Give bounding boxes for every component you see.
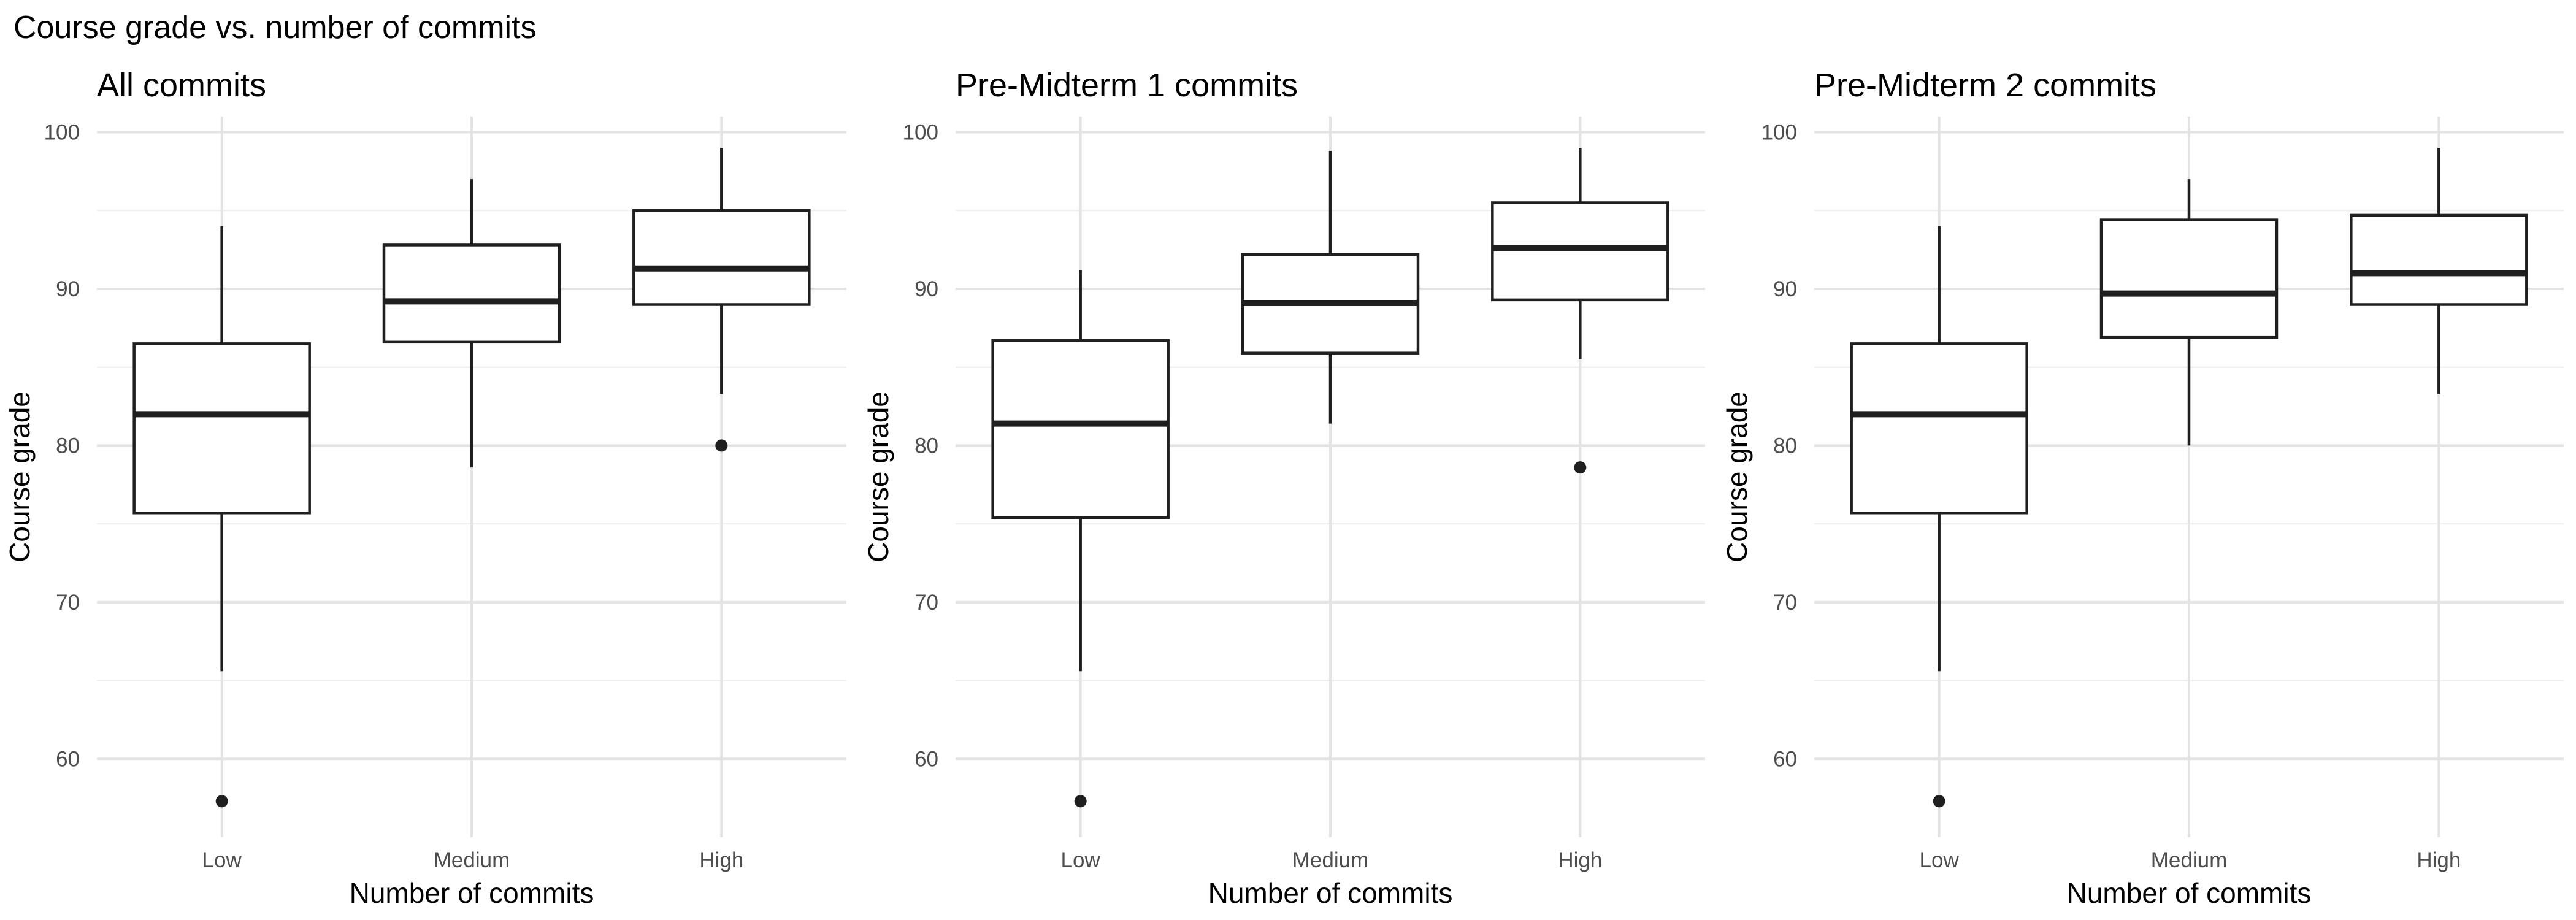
y-tick-label: 70 bbox=[56, 591, 80, 615]
box-iqr bbox=[632, 209, 811, 306]
y-tick-label: 70 bbox=[914, 591, 938, 615]
figure-title: Course grade vs. number of commits bbox=[13, 10, 537, 45]
x-tick-label: Low bbox=[202, 848, 242, 872]
y-tick-label: 80 bbox=[56, 434, 80, 458]
x-tick-label: Medium bbox=[2151, 848, 2227, 872]
y-axis-title: Course grade bbox=[862, 391, 894, 562]
outlier-point bbox=[1933, 795, 1945, 808]
y-tick-label: 70 bbox=[1773, 591, 1797, 615]
x-tick-label: Medium bbox=[1292, 848, 1368, 872]
y-axis-title: Course grade bbox=[4, 391, 36, 562]
y-tick-label: 100 bbox=[44, 121, 80, 145]
x-tick-label: Low bbox=[1061, 848, 1101, 872]
box-iqr bbox=[1491, 201, 1669, 302]
box-iqr bbox=[1850, 342, 2028, 515]
y-tick-label: 90 bbox=[56, 277, 80, 301]
y-axis-title: Course grade bbox=[1721, 391, 1753, 562]
panels: 60 70 80 90 100 Low Medium High All commits Numbe… bbox=[4, 67, 2564, 909]
panel-title: Pre-Midterm 2 commits bbox=[1814, 67, 2156, 104]
panel-title: Pre-Midterm 1 commits bbox=[956, 67, 1298, 104]
x-axis-title: Number of commits bbox=[350, 877, 594, 909]
y-tick-label: 60 bbox=[56, 747, 80, 771]
x-tick-label: Medium bbox=[434, 848, 510, 872]
x-axis-title: Number of commits bbox=[2067, 877, 2312, 909]
y-tick-label: 80 bbox=[1773, 434, 1797, 458]
x-axis-title: Number of commits bbox=[1208, 877, 1453, 909]
box-iqr bbox=[991, 339, 1170, 519]
y-tick-label: 60 bbox=[1773, 747, 1797, 771]
y-tick-label: 90 bbox=[1773, 277, 1797, 301]
panel-2: 60 70 80 90 100 Low Medium High Pre-Midterm 1 co… bbox=[862, 67, 1705, 909]
box-iqr bbox=[132, 342, 311, 515]
y-tick-label: 60 bbox=[914, 747, 938, 771]
x-tick-label: Low bbox=[1920, 848, 1960, 872]
outlier-point bbox=[1574, 461, 1587, 474]
y-tick-label: 90 bbox=[914, 277, 938, 301]
outlier-point bbox=[1074, 795, 1087, 808]
outlier-point bbox=[215, 795, 228, 808]
y-tick-label: 80 bbox=[914, 434, 938, 458]
box-iqr bbox=[2350, 213, 2528, 306]
x-tick-label: High bbox=[2417, 848, 2461, 872]
x-tick-label: High bbox=[699, 848, 743, 872]
y-tick-label: 100 bbox=[1761, 121, 1797, 145]
box-iqr bbox=[382, 243, 561, 344]
panel-3: 60 70 80 90 100 Low Medium High Pre-Midterm 2 co… bbox=[1721, 67, 2564, 909]
outlier-point bbox=[715, 439, 728, 452]
panel-1: 60 70 80 90 100 Low Medium High All commits Numbe… bbox=[4, 67, 846, 909]
y-tick-label: 100 bbox=[903, 121, 938, 145]
panel-title: All commits bbox=[97, 67, 266, 104]
x-tick-label: High bbox=[1558, 848, 1602, 872]
box-iqr bbox=[2099, 218, 2279, 339]
